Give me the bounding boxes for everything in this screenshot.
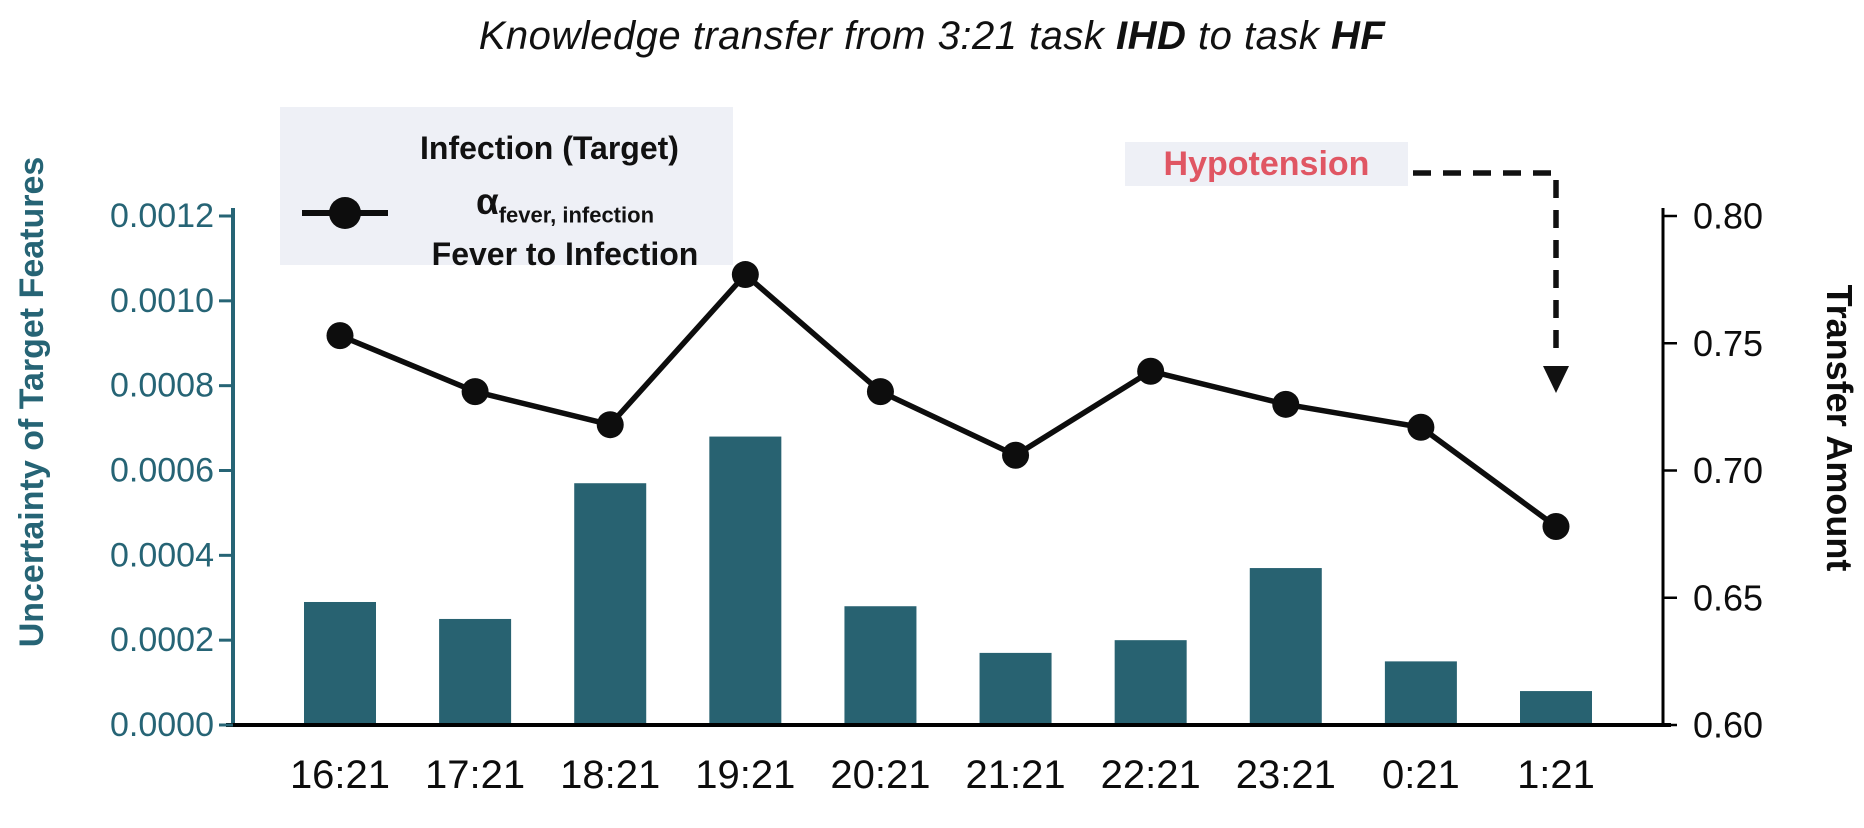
title-part2: to task xyxy=(1186,14,1331,58)
transfer-point-20:21 xyxy=(866,378,894,406)
left-tick-label: 0.0002 xyxy=(110,621,214,659)
x-tick-label: 20:21 xyxy=(830,753,930,797)
right-tick-label: 0.70 xyxy=(1693,450,1763,491)
transfer-point-0:21 xyxy=(1407,413,1435,441)
right-tick-label: 0.60 xyxy=(1693,705,1763,746)
bar-18:21 xyxy=(574,483,647,725)
transfer-point-19:21 xyxy=(731,261,759,289)
right-tick-label: 0.80 xyxy=(1693,196,1763,237)
transfer-point-16:21 xyxy=(326,322,354,350)
bar-17:21 xyxy=(439,618,512,725)
bar-23:21 xyxy=(1249,568,1322,725)
chart-title: Knowledge transfer from 3:21 task IHD to… xyxy=(0,14,1864,59)
bar-21:21 xyxy=(979,652,1052,725)
transfer-point-17:21 xyxy=(461,378,489,406)
transfer-point-21:21 xyxy=(1002,441,1030,469)
title-source-task: IHD xyxy=(1116,14,1187,58)
hypotension-annotation: Hypotension xyxy=(1125,142,1408,186)
transfer-point-23:21 xyxy=(1272,390,1300,418)
left-tick-label: 0.0008 xyxy=(110,367,214,405)
right-tick-label: 0.75 xyxy=(1693,323,1763,364)
legend-bar-swatch xyxy=(318,122,372,173)
bar-0:21 xyxy=(1384,661,1457,725)
legend-line-description: Fever to Infection xyxy=(431,236,699,273)
x-tick-label: 18:21 xyxy=(560,753,660,797)
chart-legend: Infection (Target) αfever, infection Fev… xyxy=(280,107,733,272)
alpha-symbol: α xyxy=(475,181,499,222)
left-tick-label: 0.0000 xyxy=(110,706,214,744)
annotation-arrow xyxy=(1413,170,1559,360)
transfer-point-1:21 xyxy=(1542,512,1570,540)
left-tick-label: 0.0006 xyxy=(110,452,214,490)
legend-line-text: αfever, infection Fever to Infection xyxy=(405,183,725,274)
transfer-point-18:21 xyxy=(596,411,624,439)
x-tick-label: 17:21 xyxy=(425,753,525,797)
bar-19:21 xyxy=(709,436,782,725)
transfer-point-22:21 xyxy=(1137,357,1165,385)
x-tick-label: 19:21 xyxy=(695,753,795,797)
title-target-task: HF xyxy=(1330,14,1386,58)
x-tick-label: 23:21 xyxy=(1236,753,1336,797)
annotation-arrowhead-icon xyxy=(1543,366,1569,393)
bar-22:21 xyxy=(1114,640,1187,725)
transfer-line xyxy=(338,270,1558,529)
left-tick-label: 0.0004 xyxy=(110,536,214,574)
alpha-subscript: fever, infection xyxy=(498,202,655,228)
left-tick-label: 0.0010 xyxy=(110,282,214,320)
x-tick-label: 21:21 xyxy=(966,753,1066,797)
legend-bar-label: Infection (Target) xyxy=(420,130,679,166)
title-part1: Knowledge transfer from 3:21 task xyxy=(478,14,1117,58)
right-tick-label: 0.65 xyxy=(1693,577,1763,618)
x-tick-label: 22:21 xyxy=(1101,753,1201,797)
legend-alpha-label: αfever, infection xyxy=(405,183,725,234)
bar-16:21 xyxy=(304,601,376,725)
x-tick-label: 1:21 xyxy=(1517,753,1595,797)
legend-dot-marker-icon xyxy=(329,197,361,229)
bar-20:21 xyxy=(844,606,917,725)
bar-1:21 xyxy=(1520,691,1592,725)
x-tick-label: 16:21 xyxy=(290,753,390,797)
x-tick-label: 0:21 xyxy=(1382,753,1460,797)
left-tick-label: 0.0012 xyxy=(110,197,214,235)
